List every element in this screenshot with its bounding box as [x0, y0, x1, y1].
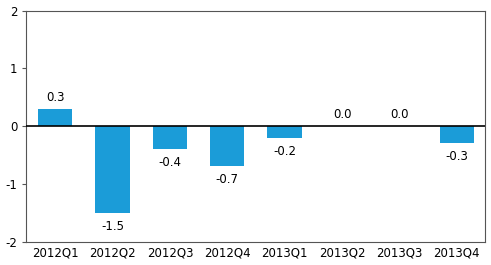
Bar — [38, 109, 72, 126]
Text: -1.5: -1.5 — [101, 220, 124, 233]
Bar — [210, 126, 245, 166]
Bar — [268, 126, 302, 138]
Text: -0.7: -0.7 — [216, 173, 239, 187]
Text: -0.2: -0.2 — [273, 144, 296, 158]
Text: -0.4: -0.4 — [159, 156, 181, 169]
Text: 0.0: 0.0 — [333, 108, 351, 121]
Bar — [95, 126, 130, 213]
Bar — [439, 126, 474, 143]
Bar — [153, 126, 187, 149]
Text: -0.3: -0.3 — [445, 150, 468, 163]
Text: 0.0: 0.0 — [390, 108, 409, 121]
Text: 0.3: 0.3 — [46, 91, 64, 104]
